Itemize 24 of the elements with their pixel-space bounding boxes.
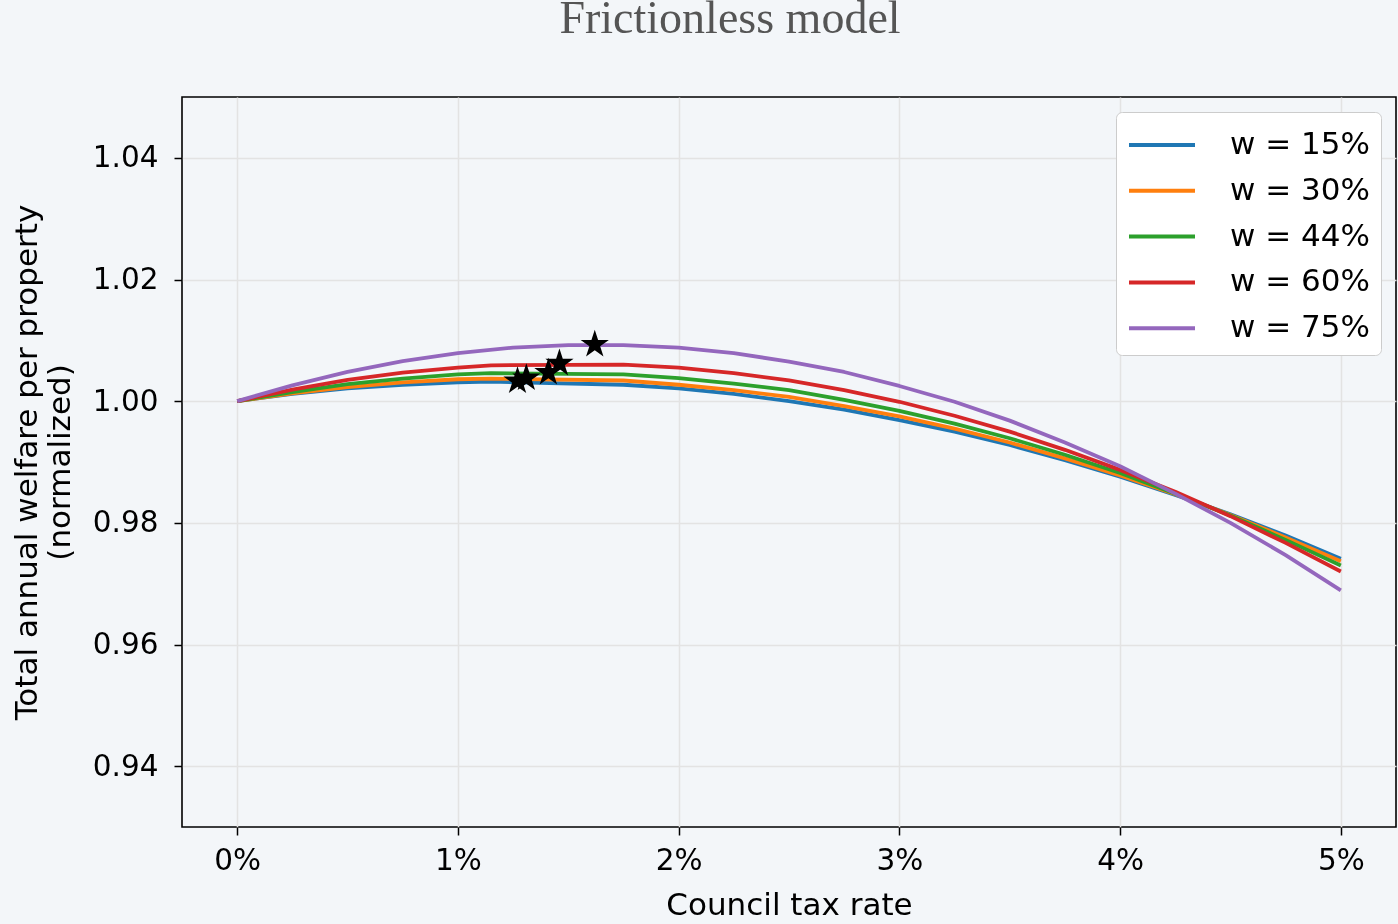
y-tick-label: 0.96 [92, 627, 159, 661]
y-tick-label: 1.02 [92, 262, 159, 296]
point [580, 329, 609, 357]
y-tick-label: 0.98 [92, 505, 159, 540]
y-tick-label: 0.94 [92, 748, 159, 783]
legend-label: w = 75% [1230, 308, 1370, 345]
legend-label: w = 44% [1230, 216, 1370, 253]
x-tick-label: 1% [435, 842, 482, 877]
y-tick-label: 1.04 [92, 140, 159, 175]
chart-title: Frictionless model [559, 0, 901, 43]
legend-label: w = 30% [1230, 170, 1370, 207]
y-axis-title: Total annual welfare per property (normalized) [7, 204, 77, 722]
x-tick-label: 0% [214, 842, 262, 877]
legend-label: w = 60% [1230, 262, 1370, 299]
x-axis-title: Council tax rate [666, 886, 913, 922]
line-series [235, 343, 1343, 593]
x-tick-label: 5% [1317, 842, 1365, 877]
x-tick-label: 4% [1097, 842, 1144, 877]
point [545, 348, 574, 376]
y-tick-label: 1.00 [92, 383, 159, 418]
x-tick-label: 2% [655, 842, 703, 877]
point [512, 363, 541, 391]
legend-label: w = 15% [1230, 125, 1370, 161]
x-tick-label: 3% [876, 842, 924, 877]
